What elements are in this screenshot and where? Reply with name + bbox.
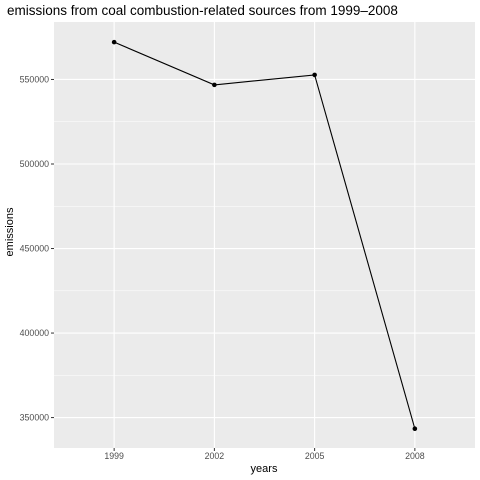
y-tick-label: 400000 (20, 328, 49, 338)
series-line (113, 41, 416, 429)
x-tick-label: 1999 (104, 451, 124, 461)
plot-panel (54, 22, 475, 448)
x-axis-title: years (251, 463, 278, 475)
gridlines (54, 22, 475, 448)
y-tick-label: 550000 (20, 74, 49, 84)
data-points (111, 39, 418, 432)
data-point (312, 72, 317, 78)
y-tick-label: 450000 (20, 244, 49, 254)
panel-background (54, 22, 475, 448)
x-axis-ticks: 1999 2002 2005 2008 (104, 448, 425, 461)
series-path (113, 41, 416, 429)
chart-title: emissions from coal combustion-related s… (7, 3, 398, 18)
x-tick-label: 2008 (405, 451, 425, 461)
y-axis-title: emissions (4, 207, 16, 256)
y-axis-ticks: 350000 400000 450000 500000 550000 (20, 74, 54, 423)
x-tick-label: 2002 (205, 451, 225, 461)
data-point (111, 39, 117, 45)
data-point (212, 82, 217, 88)
x-tick-label: 2005 (305, 451, 325, 461)
y-tick-label: 500000 (20, 159, 49, 169)
y-tick-label: 350000 (20, 413, 49, 423)
data-point (412, 426, 418, 432)
